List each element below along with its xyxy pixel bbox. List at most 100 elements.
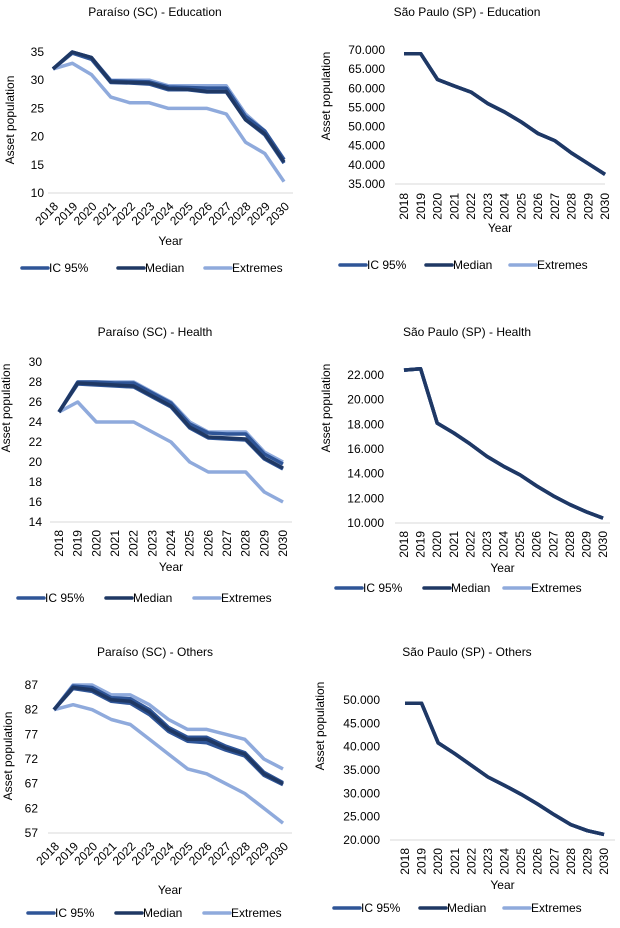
- y-tick-label: 14: [29, 515, 43, 529]
- median-line: [405, 701, 605, 837]
- y-tick-label: 35.000: [343, 763, 380, 777]
- y-tick-label: 12.000: [347, 491, 384, 505]
- x-tick-label: 2020: [431, 848, 445, 875]
- median-line: [403, 367, 604, 520]
- legend-label: IC 95%: [367, 258, 407, 272]
- ic95-lower-line: [52, 686, 284, 787]
- x-tick-label: 2028: [563, 531, 577, 558]
- x-tick-label: 2022: [127, 530, 141, 557]
- chart-title: São Paulo (SP) - Health: [403, 325, 531, 339]
- legend-label: Extremes: [537, 258, 588, 272]
- x-tick-label: 2023: [481, 848, 495, 875]
- x-tick-label: 2030: [262, 839, 291, 868]
- legend-item: IC 95%: [26, 906, 95, 920]
- legend-label: Median: [447, 901, 486, 915]
- legend-item: IC 95%: [338, 258, 407, 272]
- x-tick-label: 2022: [464, 193, 478, 220]
- x-tick-label: 2019: [71, 530, 85, 557]
- x-tick-label: 2018: [398, 848, 412, 875]
- x-tick-label: 2030: [263, 199, 292, 228]
- x-axis-label: Year: [490, 561, 514, 575]
- x-axis-label: Year: [158, 883, 182, 897]
- x-tick-label: 2030: [276, 530, 290, 557]
- x-axis-label: Year: [488, 221, 512, 235]
- legend-label: IC 95%: [363, 581, 403, 595]
- x-tick-label: 2024: [497, 531, 511, 558]
- extremes-upper-line: [52, 683, 284, 771]
- x-tick-label: 2018: [397, 531, 411, 558]
- x-tick-label: 2020: [431, 193, 445, 220]
- extremes-lower-line: [58, 400, 284, 504]
- chart-title: Paraíso (SC) - Others: [97, 645, 213, 659]
- y-tick-label: 60.000: [348, 81, 385, 95]
- x-axis-label: Year: [490, 878, 514, 892]
- legend-item: Median: [422, 581, 490, 595]
- x-tick-label: 2021: [447, 193, 461, 220]
- x-tick-label: 2027: [546, 531, 560, 558]
- x-tick-label: 2021: [448, 848, 462, 875]
- y-tick-label: 55.000: [348, 100, 385, 114]
- x-tick-label: 2030: [598, 193, 612, 220]
- y-tick-label: 20.000: [343, 833, 380, 847]
- y-tick-label: 16: [29, 495, 43, 509]
- y-tick-label: 14.000: [347, 467, 384, 481]
- extremes-lower-line: [403, 367, 604, 520]
- y-tick-label: 20.000: [347, 393, 384, 407]
- y-tick-label: 50.000: [348, 120, 385, 134]
- legend-item: Median: [114, 906, 182, 920]
- legend-item: Extremes: [502, 901, 582, 915]
- y-tick-label: 35: [31, 45, 45, 59]
- legend-label: Extremes: [531, 901, 582, 915]
- legend-item: Median: [418, 901, 486, 915]
- y-axis-label: Asset population: [319, 364, 333, 453]
- legend-label: Extremes: [531, 581, 582, 595]
- x-tick-label: 2020: [89, 530, 103, 557]
- chart-panel: São Paulo (SP) - Others 50.000 45.000 40.00…: [313, 645, 615, 915]
- x-tick-label: 2028: [564, 848, 578, 875]
- x-tick-label: 2030: [596, 531, 610, 558]
- y-tick-label: 20: [29, 455, 43, 469]
- x-tick-label: 2025: [513, 531, 527, 558]
- legend-item: Median: [116, 261, 184, 275]
- y-tick-label: 67: [25, 777, 39, 791]
- y-tick-label: 24: [29, 415, 43, 429]
- y-tick-label: 45.000: [343, 716, 380, 730]
- x-tick-label: 2026: [201, 530, 215, 557]
- x-tick-label: 2025: [514, 193, 528, 220]
- x-tick-label: 2025: [183, 530, 197, 557]
- x-axis-label: Year: [158, 234, 182, 248]
- legend-label: IC 95%: [49, 261, 89, 275]
- x-tick-label: 2027: [547, 848, 561, 875]
- y-tick-label: 72: [25, 752, 39, 766]
- y-tick-label: 40.000: [348, 158, 385, 172]
- x-tick-label: 2024: [498, 193, 512, 220]
- x-tick-label: 2026: [530, 531, 544, 558]
- y-tick-label: 40.000: [343, 740, 380, 754]
- chart-title: Paraíso (SC) - Health: [98, 325, 213, 339]
- legend-label: Extremes: [221, 591, 272, 605]
- legend-item: IC 95%: [16, 591, 85, 605]
- y-tick-label: 15: [31, 158, 45, 172]
- y-tick-label: 57: [25, 826, 39, 840]
- y-tick-label: 10.000: [347, 516, 384, 530]
- chart-title: São Paulo (SP) - Others: [402, 645, 531, 659]
- x-tick-label: 2026: [531, 193, 545, 220]
- median-line: [57, 381, 284, 470]
- x-tick-label: 2023: [145, 530, 159, 557]
- x-tick-label: 2024: [498, 848, 512, 875]
- x-tick-label: 2029: [257, 530, 271, 557]
- y-axis-label: Asset population: [313, 682, 327, 771]
- y-tick-label: 16.000: [347, 442, 384, 456]
- chart-panel: Paraíso (SC) - Education3530252015102018…: [3, 5, 293, 275]
- extremes-lower-line: [53, 702, 285, 825]
- legend-item: IC 95%: [332, 901, 401, 915]
- legend-label: Median: [453, 258, 492, 272]
- x-tick-label: 2025: [514, 848, 528, 875]
- median-line: [404, 52, 606, 176]
- x-tick-label: 2023: [481, 193, 495, 220]
- legend-label: Median: [143, 906, 182, 920]
- y-tick-label: 77: [25, 727, 39, 741]
- y-tick-label: 45.000: [348, 139, 385, 153]
- legend-label: IC 95%: [55, 906, 95, 920]
- y-tick-label: 35.000: [348, 177, 385, 191]
